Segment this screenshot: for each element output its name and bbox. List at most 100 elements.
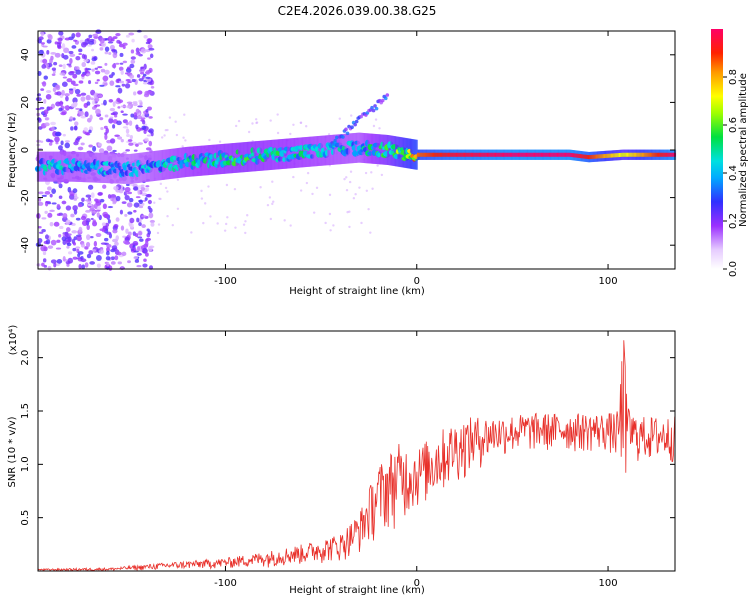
spectrogram-noise-blob: [112, 101, 116, 107]
spectrogram-noise-blob: [40, 31, 45, 37]
spectrogram-noise-blob: [104, 51, 109, 55]
spectrogram-noise-blob: [51, 73, 56, 77]
spectrogram-noise-blob: [107, 219, 111, 224]
spectrogram-band-core: [604, 154, 606, 159]
spectrogram-band-core: [439, 152, 442, 157]
spectrogram-noise-blob: [130, 248, 135, 251]
spectrogram-band-core: [584, 154, 587, 159]
spectrogram-band-halo: [307, 136, 310, 167]
spectrogram-band-halo: [381, 134, 384, 165]
spectrogram-noise-blob: [305, 181, 309, 185]
spectrogram-noise-blob: [80, 92, 87, 96]
spectrogram-band-core: [631, 152, 634, 157]
spectrogram-noise-blob: [79, 108, 83, 112]
spectrogram-noise-blob: [106, 145, 113, 152]
spectrogram-noise-blob: [44, 190, 51, 195]
spectrogram-noise-blob: [122, 235, 126, 238]
spectrogram-noise-blob: [61, 81, 68, 87]
spectrogram-noise-blob: [145, 108, 149, 113]
spectrogram-band-core: [644, 152, 647, 157]
spectrogram-panel: -40 -20 0 20 40 -100 0 100 Height of straight …: [7, 29, 677, 297]
spectrogram-noise-blob: [207, 185, 210, 188]
spectrogram-noise-blob: [94, 198, 99, 202]
spectrogram-band-halo: [38, 151, 41, 182]
spectrogram-band-core: [519, 152, 521, 157]
spectrogram-noise-blob: [61, 236, 67, 242]
spectrogram-noise-blob: [242, 223, 246, 226]
spectrogram-noise-blob: [124, 186, 131, 193]
spectrogram-noise-blob: [94, 67, 98, 70]
spectrogram-noise-blob: [85, 199, 91, 202]
snr-panel: 0.5 1.0 1.5 2.0 -100 0 100 Height of straight…: [7, 325, 676, 596]
spectrogram-band-core: [598, 154, 601, 159]
spectrogram-band-halo: [310, 136, 313, 167]
spectrogram-band-core: [621, 152, 624, 157]
spectrogram-noise-blob: [86, 73, 91, 76]
spectrogram-band-core: [610, 153, 613, 158]
spectrogram-noise-blob: [45, 94, 52, 100]
spectrogram-band-core: [630, 152, 633, 157]
spectrogram-noise-blob: [46, 50, 50, 55]
spectrogram-noise-blob: [338, 117, 341, 120]
spectrogram-noise-blob: [64, 93, 70, 97]
spectrogram-noise-blob: [112, 36, 118, 39]
spectrogram-noise-blob: [94, 104, 101, 107]
snr-y-tick-label: 1.0: [20, 456, 31, 472]
spectrogram-band-core: [620, 152, 622, 157]
spectrogram-noise-blob: [55, 84, 60, 89]
spectrogram-noise-blob: [107, 41, 114, 44]
spectrogram-noise-blob: [97, 192, 103, 196]
spectrogram-noise-blob: [271, 180, 274, 183]
spectrogram-band-core: [516, 152, 519, 157]
spectrogram-noise-blob: [62, 133, 66, 137]
spectrogram-noise-blob: [87, 203, 93, 207]
spectrogram-band-core: [534, 152, 536, 157]
spectrogram-noise-blob: [50, 121, 56, 126]
spectrogram-arc-blob: [354, 119, 359, 124]
spectrogram-band-halo: [167, 149, 170, 180]
spectrogram-noise-blob: [312, 211, 316, 214]
spectrogram-band-core: [619, 152, 621, 157]
snr-x-tick-label: 0: [414, 578, 420, 589]
spectrogram-band-core: [567, 152, 570, 157]
spectrogram-band-core: [436, 152, 439, 157]
spectrogram-band-halo: [121, 153, 125, 184]
spectrogram-noise-blob: [116, 251, 122, 256]
spectrogram-noise-blob: [147, 230, 151, 235]
spectrogram-noise-blob: [105, 256, 111, 261]
spectrogram-noise-blob: [136, 264, 142, 268]
spectrogram-marks: [34, 29, 677, 271]
spectrogram-noise-blob: [47, 186, 52, 191]
spectrogram-arc-blob: [383, 96, 388, 101]
spectrogram-noise-blob: [114, 114, 118, 118]
spectrogram-band-core: [483, 152, 486, 157]
spectrogram-noise-blob: [95, 29, 102, 34]
spectrogram-noise-blob: [68, 88, 74, 91]
spectrogram-band-core: [451, 152, 454, 157]
spectrogram-noise-blob: [142, 73, 147, 77]
spectrogram-band-halo: [366, 133, 369, 164]
spectrogram-noise-blob: [108, 74, 114, 79]
spectrogram-noise-blob: [59, 72, 66, 76]
spectrogram-noise-blob: [90, 97, 94, 101]
spectrogram-noise-blob: [299, 189, 303, 192]
spectrogram-band-core: [557, 152, 559, 157]
spectrogram-noise-blob: [71, 33, 76, 39]
spectrogram-band-halo: [253, 141, 257, 172]
spectrogram-noise-blob: [74, 88, 81, 95]
spectrogram-arc-blob: [341, 135, 345, 139]
spectrogram-noise-blob: [108, 265, 113, 271]
spectrogram-band-core: [512, 152, 515, 157]
spectrogram-noise-blob: [59, 225, 64, 230]
spectrogram-noise-blob: [72, 73, 78, 79]
spectrogram-band-halo: [106, 153, 110, 184]
spectrogram-band-core: [592, 154, 595, 159]
spectrogram-band-halo: [413, 139, 416, 170]
spectrogram-noise-blob: [76, 235, 82, 242]
spectrogram-y-tick-label: 20: [20, 96, 31, 109]
spectrogram-noise-blob: [69, 57, 73, 64]
spectrogram-band-core: [640, 152, 643, 157]
spectrogram-band-core: [464, 152, 466, 157]
spectrogram-band-halo: [97, 152, 100, 183]
spectrogram-band-core: [585, 154, 588, 159]
